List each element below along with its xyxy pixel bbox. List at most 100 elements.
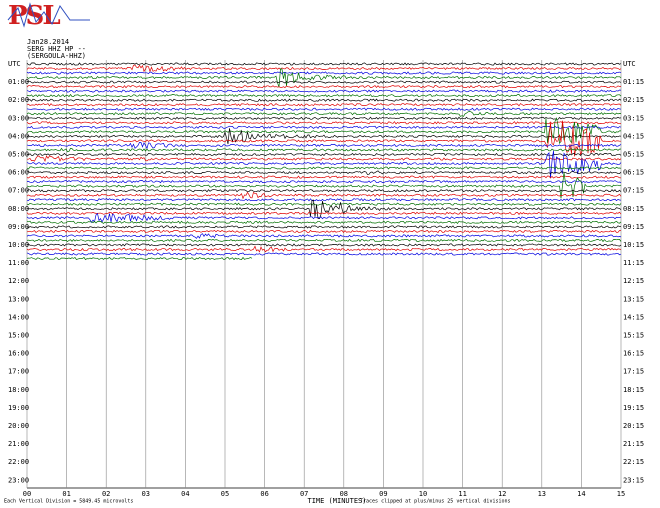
- hour-label: 11:00: [8, 259, 29, 267]
- trace: [26, 71, 622, 75]
- hour-label-right: 20:15: [623, 422, 644, 430]
- trace: [26, 191, 622, 200]
- hour-label-right: 23:15: [623, 476, 644, 484]
- hour-label-right: 22:15: [623, 458, 644, 466]
- hour-label-right: 08:15: [623, 205, 644, 213]
- trace: [26, 172, 622, 199]
- trace: [26, 243, 622, 247]
- trace: [26, 121, 622, 125]
- x-tick-label: 00: [23, 490, 31, 498]
- trace: [26, 233, 622, 239]
- hour-label-right: 21:15: [623, 440, 644, 448]
- trace: [26, 245, 622, 253]
- hour-label-right: 04:15: [623, 132, 644, 140]
- hour-label: 15:00: [8, 332, 29, 340]
- trace: [26, 199, 622, 219]
- hour-label-right: 19:15: [623, 404, 644, 412]
- hour-label: 07:00: [8, 187, 29, 195]
- trace: [26, 229, 622, 234]
- trace: [26, 111, 622, 117]
- trace: [26, 64, 622, 73]
- hour-label-right: 12:15: [623, 277, 644, 285]
- hour-label: 03:00: [8, 114, 29, 122]
- trace: [26, 238, 622, 243]
- x-tick-label: 11: [458, 490, 466, 498]
- x-tick-label: 05: [221, 490, 229, 498]
- trace: [26, 93, 622, 98]
- hour-label: 19:00: [8, 404, 29, 412]
- hour-label-right: 02:15: [623, 96, 644, 104]
- x-tick-label: 01: [62, 490, 70, 498]
- x-tick-label: 02: [102, 490, 110, 498]
- hour-label-right: 05:15: [623, 151, 644, 159]
- x-tick-label: 04: [181, 490, 189, 498]
- hour-label: 21:00: [8, 440, 29, 448]
- station-name: (SERGOULA-HHZ): [27, 52, 86, 60]
- hour-label: 12:00: [8, 277, 29, 285]
- x-axis-label: TIME (MINUTES): [307, 497, 366, 505]
- trace: [26, 120, 621, 157]
- hour-label-right: 13:15: [623, 295, 644, 303]
- logo-wave: [7, 2, 90, 28]
- footer-right: Traces clipped at plus/minus 25 vertical…: [360, 499, 511, 505]
- x-tick-label: 06: [260, 490, 268, 498]
- trace: [26, 98, 622, 102]
- trace: [26, 147, 622, 153]
- footer-left: Each Vertical Division = 5849.45 microvo…: [4, 499, 133, 505]
- hour-label-right: 01:15: [623, 78, 644, 86]
- hour-label: 02:00: [8, 96, 29, 104]
- x-tick-label: 15: [617, 490, 625, 498]
- x-tick-label: 10: [419, 490, 427, 498]
- trace: [26, 68, 622, 88]
- trace: [26, 107, 622, 111]
- hour-label-right: 07:15: [623, 187, 644, 195]
- hour-label: 18:00: [8, 386, 29, 394]
- hour-label: 14:00: [8, 313, 29, 321]
- date: Jan28.2014: [27, 38, 69, 46]
- hour-label-right: 03:15: [623, 114, 644, 122]
- x-tick-label: 09: [379, 490, 387, 498]
- x-tick-label: 13: [538, 490, 546, 498]
- hour-label: 23:00: [8, 476, 29, 484]
- trace: [26, 141, 622, 150]
- hour-label: UTC: [8, 60, 21, 68]
- hour-label: 05:00: [8, 151, 29, 159]
- hour-label: 06:00: [8, 169, 29, 177]
- hour-label: 13:00: [8, 295, 29, 303]
- hour-label: 01:00: [8, 78, 29, 86]
- hour-label: 22:00: [8, 458, 29, 466]
- hour-label-right: 10:15: [623, 241, 644, 249]
- trace: [26, 252, 622, 256]
- logo-text: PSL: [8, 1, 60, 31]
- hour-label: 09:00: [8, 223, 29, 231]
- trace: [26, 125, 622, 129]
- hour-label: 04:00: [8, 132, 29, 140]
- trace: [26, 198, 622, 202]
- trace: [27, 155, 622, 162]
- trace: [26, 89, 622, 93]
- hour-label-right: 09:15: [623, 223, 644, 231]
- x-tick-label: 08: [340, 490, 348, 498]
- hour-label-right: 06:15: [623, 169, 644, 177]
- x-tick-label: 03: [142, 490, 150, 498]
- trace: [26, 170, 622, 175]
- trace: [26, 80, 622, 84]
- hour-label-right: 11:15: [623, 259, 644, 267]
- trace: [26, 84, 621, 89]
- hour-label-right: 15:15: [623, 332, 644, 340]
- traces: [26, 62, 622, 261]
- logo: PSL: [7, 1, 90, 31]
- trace: [26, 225, 622, 229]
- trace: [26, 62, 622, 66]
- trace: [26, 166, 622, 170]
- trace: [26, 202, 622, 206]
- hour-label: 17:00: [8, 368, 29, 376]
- x-tick-label: 12: [498, 490, 506, 498]
- trace: [26, 212, 622, 224]
- trace: [26, 179, 622, 184]
- hour-label-right: UTC: [623, 60, 636, 68]
- x-tick-label: 07: [300, 490, 308, 498]
- station: SERG HHZ HP --: [27, 45, 86, 53]
- trace: [26, 220, 622, 225]
- hour-label: 16:00: [8, 350, 29, 358]
